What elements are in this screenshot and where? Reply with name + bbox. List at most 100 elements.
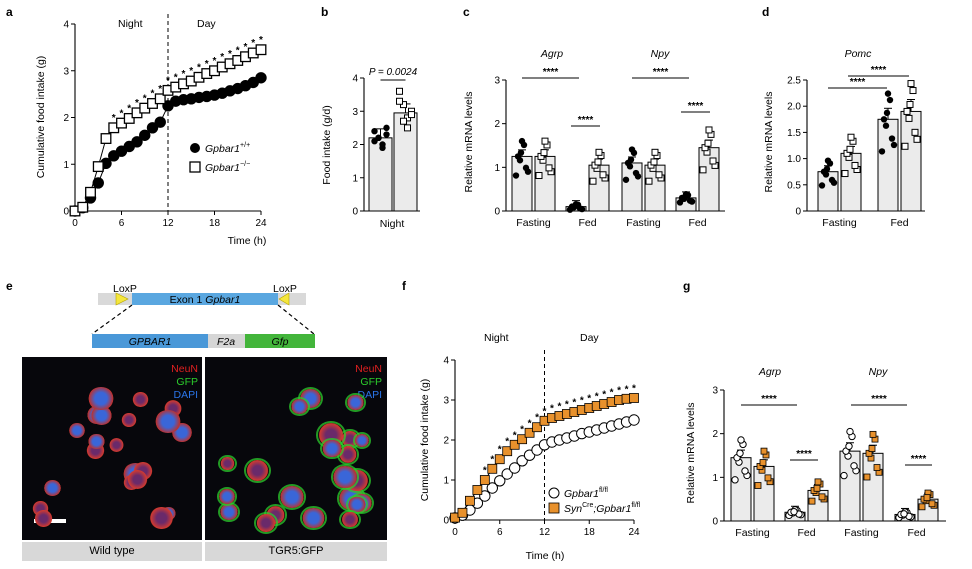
- y-tick-label: 1: [494, 163, 500, 174]
- data-point: [595, 148, 603, 156]
- data-point: [371, 128, 378, 135]
- data-point: [741, 467, 749, 475]
- y-axis-title: Relative mRNA levels: [685, 403, 697, 504]
- y-tick-label: 0.5: [787, 180, 801, 191]
- data-point: [868, 445, 876, 452]
- neuron-cell: [88, 434, 105, 450]
- data-point: [882, 122, 890, 129]
- y-tick-label: 2: [712, 429, 718, 440]
- x-category-label: Fed: [688, 217, 706, 229]
- significance-label: ****: [871, 394, 887, 405]
- y-tick-label: 2: [63, 113, 69, 124]
- data-point: [494, 475, 506, 487]
- data-point: [627, 156, 635, 163]
- significance-star: *: [498, 445, 502, 456]
- x-tick-label: 0: [72, 218, 78, 229]
- data-point: [85, 186, 96, 198]
- night-label: Night: [484, 332, 509, 344]
- data-point: [396, 97, 403, 105]
- neuron-cell: [348, 496, 366, 513]
- data-point: [754, 482, 762, 489]
- significance-star: *: [557, 402, 561, 413]
- x-category-label: Fasting: [844, 527, 879, 539]
- data-point: [532, 422, 542, 433]
- data-point: [737, 436, 745, 444]
- gene-label-npy: Npy: [651, 48, 670, 60]
- bar: [621, 162, 643, 212]
- legend-entry-knockout: SynCre;Gpbar1fl/fl: [564, 502, 641, 515]
- data-point: [681, 193, 689, 201]
- cassette-gfp-label: Gfp: [272, 336, 289, 348]
- data-point: [594, 158, 602, 166]
- significance-label: ****: [761, 394, 777, 405]
- bar: [862, 452, 884, 522]
- y-tick-label: 3: [352, 107, 358, 118]
- neuron-cell: [255, 513, 276, 532]
- data-point: [154, 93, 166, 105]
- neuron-cell: [91, 406, 112, 426]
- stain-label-gfp: GFP: [176, 376, 198, 388]
- significance-star: *: [625, 384, 629, 395]
- significance-star: *: [587, 394, 591, 405]
- y-tick-label: 0: [63, 207, 69, 218]
- y-tick-label: 2.0: [787, 102, 801, 113]
- neuron-cell: [322, 439, 342, 458]
- data-point: [487, 463, 498, 474]
- data-point: [901, 142, 909, 150]
- significance-star: *: [513, 430, 517, 441]
- y-tick-label: 1: [443, 476, 449, 487]
- data-point: [736, 449, 744, 457]
- x-tick-label: 24: [628, 527, 640, 538]
- data-point: [824, 157, 832, 164]
- caption-wild-type: Wild type: [22, 542, 202, 561]
- data-point: [818, 493, 826, 501]
- legend-marker-filled-circle: [190, 143, 200, 153]
- data-point: [516, 455, 528, 467]
- x-category-label: Fasting: [626, 217, 661, 229]
- significance-label: ****: [543, 67, 559, 78]
- legend-entry-control: Gpbar1fl/fl: [564, 487, 608, 500]
- data-point: [540, 149, 548, 157]
- significance-star: *: [483, 466, 487, 477]
- data-point: [759, 459, 767, 466]
- data-point: [886, 96, 894, 104]
- legend-marker-open-circle: [548, 487, 560, 499]
- panel-a-line-chart: Night Day Time (h) Cumulative food intak…: [35, 14, 267, 247]
- x-tick-label: 18: [584, 527, 596, 538]
- panel-e-construct-diagram: LoxP LoxP Exon 1 Gpbar1 GPBAR1 F2a Gfp: [91, 283, 315, 348]
- data-point: [396, 87, 403, 95]
- significance-star: *: [174, 72, 178, 83]
- data-point: [375, 134, 382, 142]
- significance-star: *: [580, 396, 584, 407]
- neuron-cell: [291, 398, 309, 414]
- neuron-cell: [154, 410, 181, 434]
- neuron-cell: [354, 434, 370, 448]
- significance-star: *: [228, 49, 232, 60]
- significance-label: ****: [796, 449, 812, 460]
- significance-star: *: [490, 454, 494, 465]
- neuron-cell: [341, 511, 359, 528]
- neuron-cell: [333, 466, 357, 488]
- x-tick-label: 6: [497, 527, 503, 538]
- significance-star: *: [143, 93, 147, 104]
- neuron-cell: [279, 486, 305, 509]
- legend-entry-knockout: Gpbar1−/−: [205, 161, 250, 174]
- data-point: [522, 164, 530, 172]
- significance-star: *: [135, 98, 139, 109]
- significance-star: *: [189, 66, 193, 77]
- data-point: [502, 446, 513, 457]
- y-tick-label: 1: [712, 473, 718, 484]
- significance-star: *: [505, 437, 509, 448]
- significance-star: *: [120, 108, 124, 119]
- data-point: [494, 454, 505, 465]
- x-axis-title: Time (h): [228, 235, 267, 247]
- data-point: [465, 495, 475, 506]
- neuron-cell: [88, 386, 115, 410]
- p-value-label: P = 0.0024: [369, 67, 418, 78]
- data-point: [845, 442, 853, 450]
- neuron-cell: [341, 431, 359, 447]
- data-point: [790, 507, 798, 516]
- y-axis-title: Food intake (g/d): [321, 105, 333, 184]
- neuron-cell: [347, 395, 364, 410]
